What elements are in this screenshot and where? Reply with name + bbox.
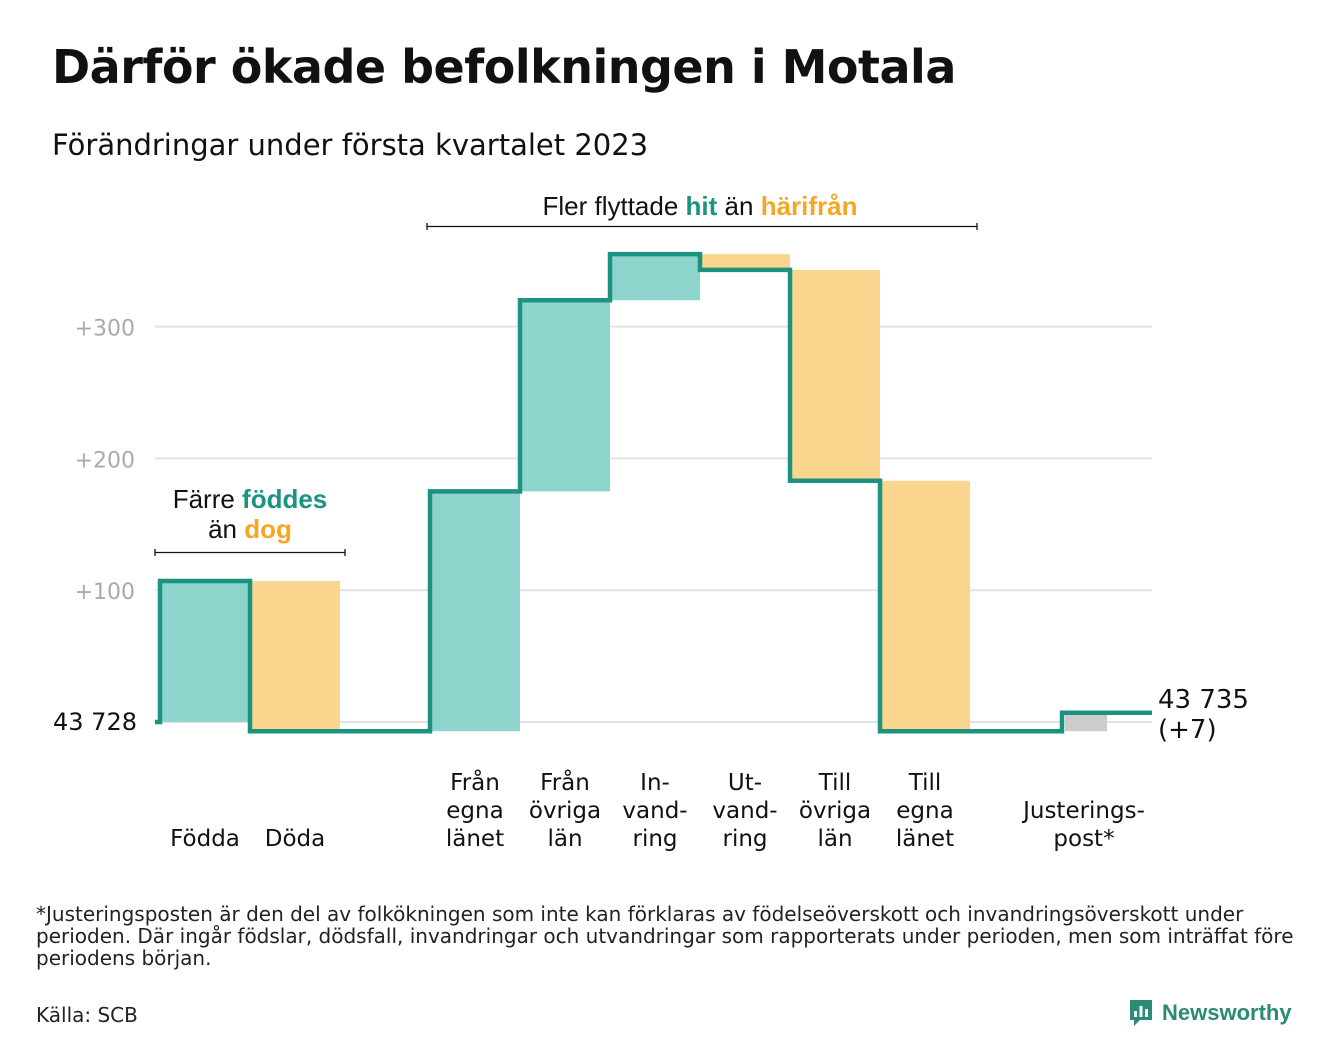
annotation-segment: Färre [173,484,242,514]
category-label: Från [450,768,500,796]
bar-7 [790,269,880,481]
category-label: länet [896,826,954,852]
y-tick-label: +100 [75,580,135,605]
category-label: egna [446,798,503,824]
annotation-births-line1: Färre föddes [173,484,328,514]
annotation-moves-line: Fler flyttade hit än härifrån [542,191,857,221]
category-label: Justerings- [1021,798,1145,824]
footnote: *Justeringsposten är den del av folkökni… [36,902,1294,970]
bar-6 [700,254,790,270]
bar-9 [1065,712,1107,732]
category-label: post* [1053,826,1114,852]
baseline-value-label: 43 728 [53,708,137,736]
brand-name: Newsworthy [1162,1000,1292,1025]
category-label: Födda [170,826,240,852]
category-label: ring [722,826,767,852]
end-value-label: 43 735 [1158,685,1249,715]
category-label: ring [632,826,677,852]
bar-5 [610,254,700,301]
bar-chart-icon [1130,1000,1152,1026]
annotation-segment: härifrån [761,191,858,221]
category-label: Ut- [728,770,762,796]
annotation-segment: föddes [242,484,327,514]
running-total-line [155,251,1152,734]
annotation-segment: dog [244,514,292,544]
category-label: länet [446,826,504,852]
annotation-segment: än [717,191,760,221]
category-label: In- [640,770,670,796]
annotation-births-line2: än dog [208,514,292,544]
bar-4 [520,300,610,492]
source-label: Källa: SCB [36,1003,138,1027]
annotation-segment: hit [686,191,718,221]
category-label: Från [540,768,590,796]
category-label: övriga [799,798,871,824]
annotation-segment: Fler flyttade [542,191,685,221]
bar-3 [430,491,520,732]
bar-2 [250,580,340,732]
chart-subtitle: Förändringar under första kvartalet 2023 [52,128,649,162]
running-total-path [155,251,1152,734]
category-label: vand- [712,798,777,824]
bars [160,254,1107,732]
category-label: län [547,826,582,852]
bar-1 [160,580,250,722]
annotation-moves-bracket [426,223,978,230]
category-label: övriga [529,798,601,824]
category-label: vand- [622,798,687,824]
y-tick-label: +300 [75,317,135,342]
annotation-segment: än [208,514,244,544]
y-tick-label: +200 [75,448,135,473]
annotation-births-bracket [154,549,346,556]
chart-title: Därför ökade befolkningen i Motala [52,40,956,94]
category-label: län [817,826,852,852]
category-label: Döda [265,826,325,852]
bar-8 [880,480,970,732]
category-label: egna [896,798,953,824]
category-label: Till [818,770,852,796]
brand-logo: Newsworthy [1128,998,1292,1028]
end-change-label: (+7) [1158,715,1217,745]
category-label: Till [908,770,942,796]
